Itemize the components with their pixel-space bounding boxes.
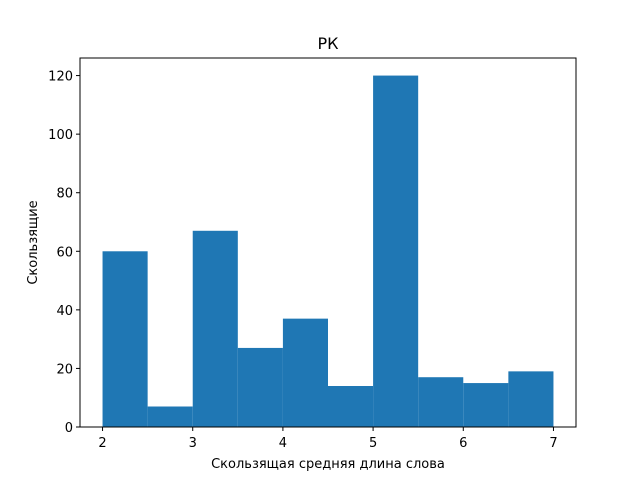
y-tick-label: 60 xyxy=(56,245,73,260)
histogram-bar xyxy=(237,347,283,427)
x-tick-label: 4 xyxy=(279,436,287,451)
bars-group xyxy=(102,75,554,428)
histogram-bar xyxy=(147,406,193,427)
x-tick-label: 3 xyxy=(189,436,197,451)
x-axis-label: Скользящая средняя длина слова xyxy=(211,457,445,472)
histogram-bar xyxy=(102,251,148,427)
y-tick-label: 80 xyxy=(56,187,73,202)
chart-title: РК xyxy=(317,34,339,53)
x-tick-label: 2 xyxy=(98,436,106,451)
y-axis-ticks: 0 20 40 60 80 100 120 xyxy=(48,70,80,436)
histogram-bar xyxy=(192,230,238,427)
histogram-bar xyxy=(418,377,464,427)
y-tick-label: 20 xyxy=(56,362,73,377)
x-tick-label: 6 xyxy=(459,436,467,451)
y-axis-label: Скользящие xyxy=(26,200,41,284)
x-tick-label: 7 xyxy=(549,436,557,451)
y-tick-label: 40 xyxy=(56,304,73,319)
histogram-bar xyxy=(463,383,509,427)
x-tick-label: 5 xyxy=(369,436,377,451)
y-tick-label: 0 xyxy=(65,421,73,436)
histogram-bar xyxy=(373,75,419,428)
y-tick-label: 120 xyxy=(48,70,73,85)
x-axis-ticks: 2 3 4 5 6 7 xyxy=(98,427,558,451)
y-tick-label: 100 xyxy=(48,128,73,143)
histogram-bar xyxy=(282,318,328,427)
histogram-bar xyxy=(508,371,554,427)
histogram-bar xyxy=(328,386,374,427)
plot-frame xyxy=(79,57,577,428)
